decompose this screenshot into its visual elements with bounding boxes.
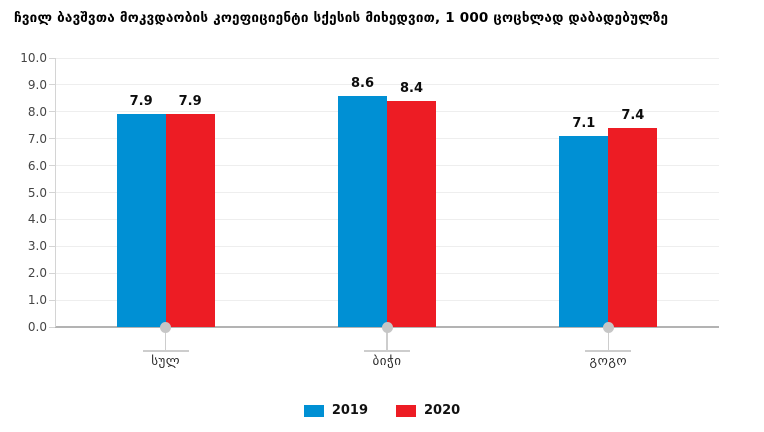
y-tick-label: 5.0 [27,185,47,200]
bar-2019-1[interactable] [338,95,387,327]
bar-value-label: 8.4 [399,81,424,97]
bar-2020-2[interactable] [608,127,658,327]
y-axis-tick [49,272,55,274]
category-label: გოგო [589,354,628,369]
category-connector-base [585,350,632,352]
category-connector-line [164,327,167,350]
y-tick-label: 3.0 [27,239,47,254]
bar-2020-0[interactable] [165,114,215,327]
y-axis-tick [49,111,55,113]
category-connector-line [607,327,610,350]
bar-value-label: 7.9 [178,94,202,110]
y-axis-tick [49,218,55,220]
y-tick-label: 0.0 [27,320,47,334]
y-tick-label: 9.0 [27,77,47,92]
legend-label: 2019 [331,403,368,418]
y-tick-label: 1.0 [27,293,47,308]
y-tick-label: 2.0 [27,266,47,281]
bar-value-label: 8.6 [350,75,375,91]
y-tick-label: 7.0 [27,131,47,146]
bar-2020-1[interactable] [387,101,436,327]
y-tick-label: 8.0 [27,104,47,119]
bar-value-label: 7.4 [621,107,645,123]
category-marker-dot [160,321,172,333]
y-axis-tick [49,245,55,247]
bar-2019-2[interactable] [559,136,609,327]
chart-legend: 2019 2020 [0,403,764,418]
legend-swatch-2019 [303,404,324,417]
gridline [55,57,719,59]
y-tick-label: 4.0 [27,212,47,227]
y-axis-tick [49,165,55,167]
legend-swatch-2020 [396,404,416,417]
bar-value-label: 7.9 [129,94,153,110]
category-marker-dot [381,321,393,333]
gridline [55,84,719,86]
y-axis-tick [49,57,55,59]
y-axis-tick [49,138,55,140]
legend-item-2020[interactable]: 2020 [396,403,460,418]
y-axis-tick [49,299,55,301]
y-axis-line [55,58,56,327]
category-label: სულ [151,354,181,369]
y-axis-tick [49,326,55,328]
y-tick-label: 10.0 [20,51,47,65]
y-axis-tick [49,84,55,86]
bar-value-label: 7.1 [572,116,596,131]
chart-title: ჩვილ ბავშვთა მოკვდაობის კოეფიციენტი სქეს… [14,10,669,26]
category-label: ბიჭი [372,354,402,369]
category-connector-base [364,350,410,352]
bar-2019-0[interactable] [116,114,166,327]
category-connector-line [386,327,388,350]
legend-item-2019[interactable]: 2019 [303,403,368,418]
y-axis-tick [49,192,55,193]
legend-label: 2020 [424,403,461,418]
y-tick-label: 6.0 [27,158,47,173]
category-connector-base [142,350,189,352]
category-marker-dot [602,321,614,333]
